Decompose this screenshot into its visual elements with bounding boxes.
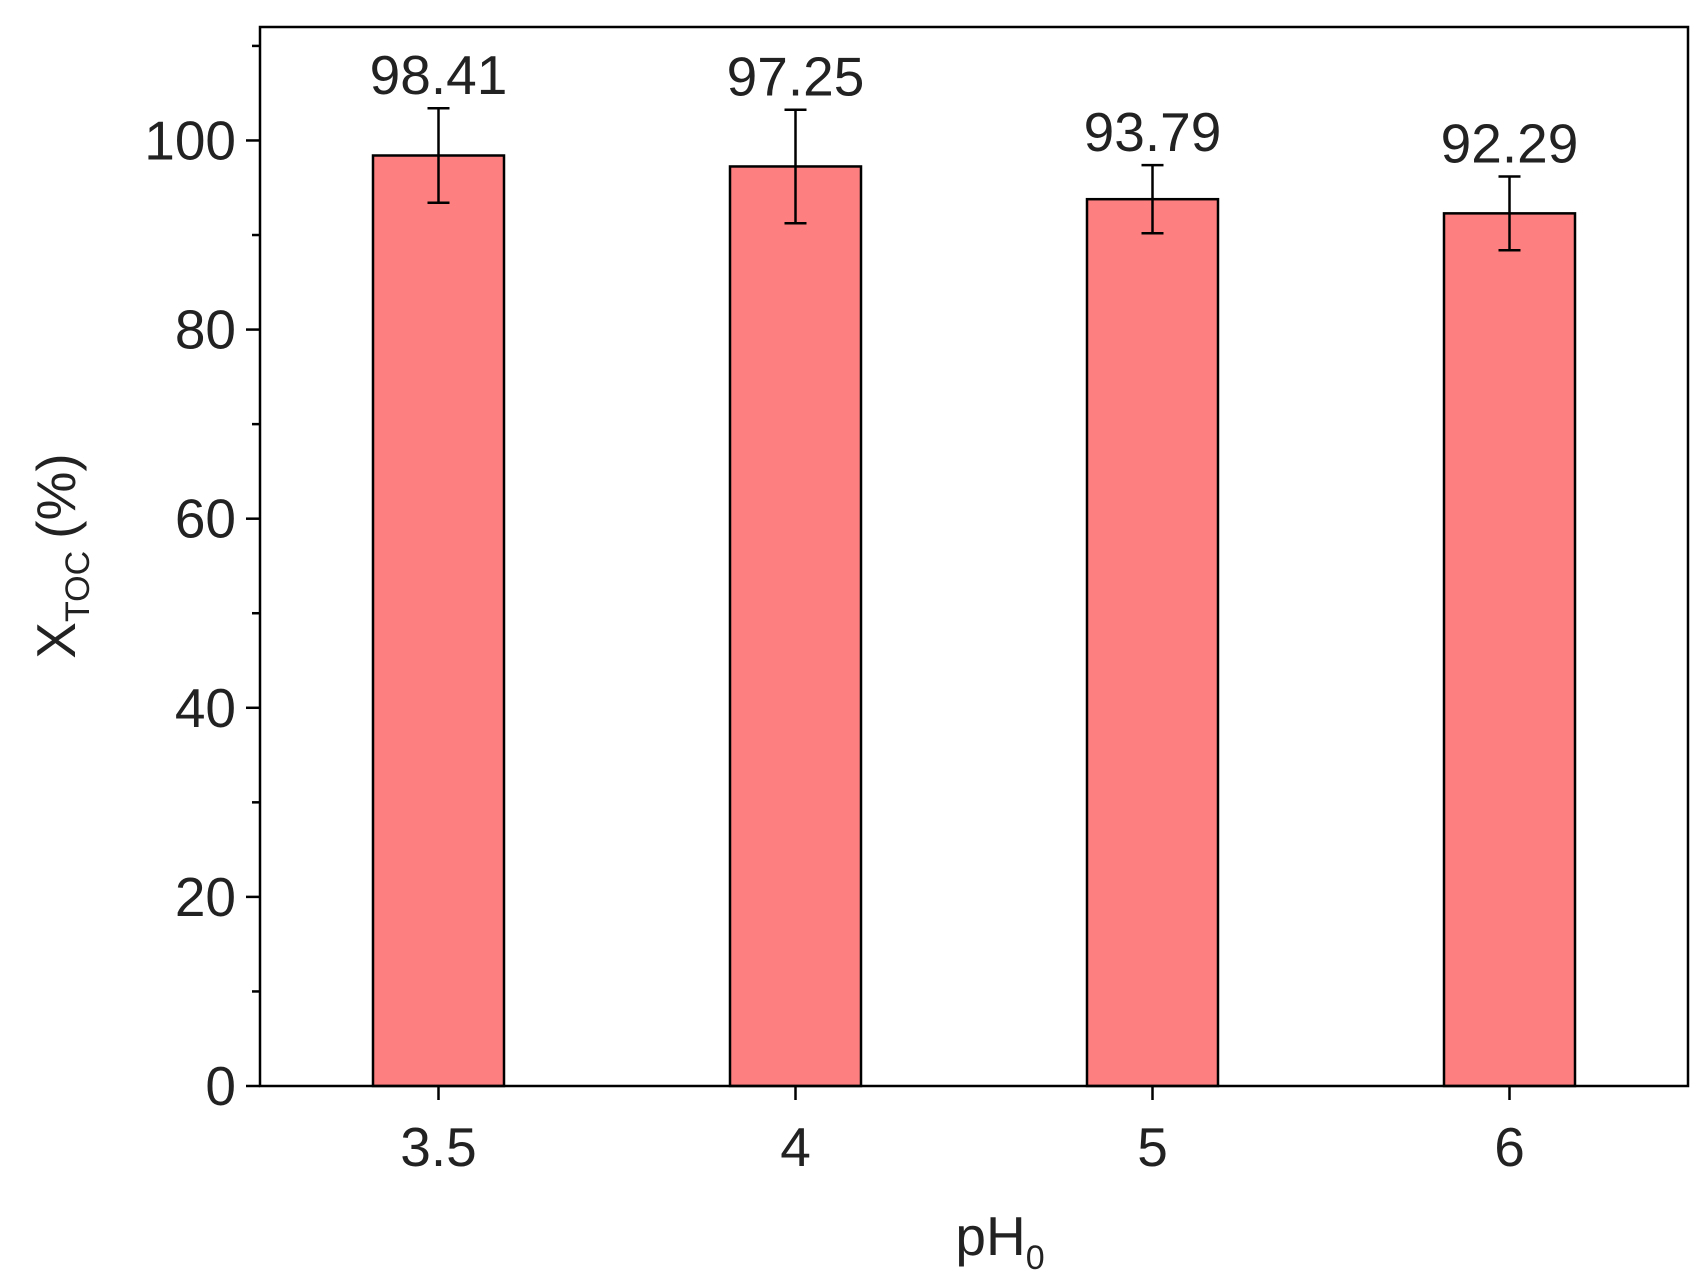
x-axis-label: pH0 bbox=[955, 1205, 1044, 1277]
y-label-main: X bbox=[25, 622, 87, 659]
y-tick-label: 60 bbox=[175, 488, 236, 550]
y-label-sub: TOC bbox=[59, 551, 97, 622]
bar bbox=[1442, 212, 1577, 1088]
value-label: 93.79 bbox=[1084, 101, 1222, 163]
y-label-unit: (%) bbox=[25, 453, 87, 539]
x-tick-label: 6 bbox=[1494, 1116, 1525, 1178]
value-label: 92.29 bbox=[1441, 112, 1579, 174]
value-label: 98.41 bbox=[370, 44, 508, 106]
bar bbox=[371, 154, 506, 1088]
x-label-sub: 0 bbox=[1026, 1239, 1045, 1277]
y-tick-label: 0 bbox=[205, 1055, 236, 1117]
bar bbox=[1085, 197, 1220, 1088]
x-tick-label: 4 bbox=[780, 1116, 811, 1178]
x-tick-label: 3.5 bbox=[400, 1116, 476, 1178]
bar bbox=[728, 165, 863, 1088]
value-label: 97.25 bbox=[727, 46, 865, 108]
y-tick-label: 80 bbox=[175, 299, 236, 361]
x-label-main: pH bbox=[955, 1205, 1025, 1267]
y-tick-label: 40 bbox=[175, 677, 236, 739]
y-axis-label: XTOC (%) bbox=[25, 453, 97, 658]
y-tick-label: 20 bbox=[175, 866, 236, 928]
x-tick-label: 5 bbox=[1137, 1116, 1168, 1178]
plot-frame bbox=[258, 25, 1690, 1088]
y-tick-label: 100 bbox=[144, 109, 236, 171]
